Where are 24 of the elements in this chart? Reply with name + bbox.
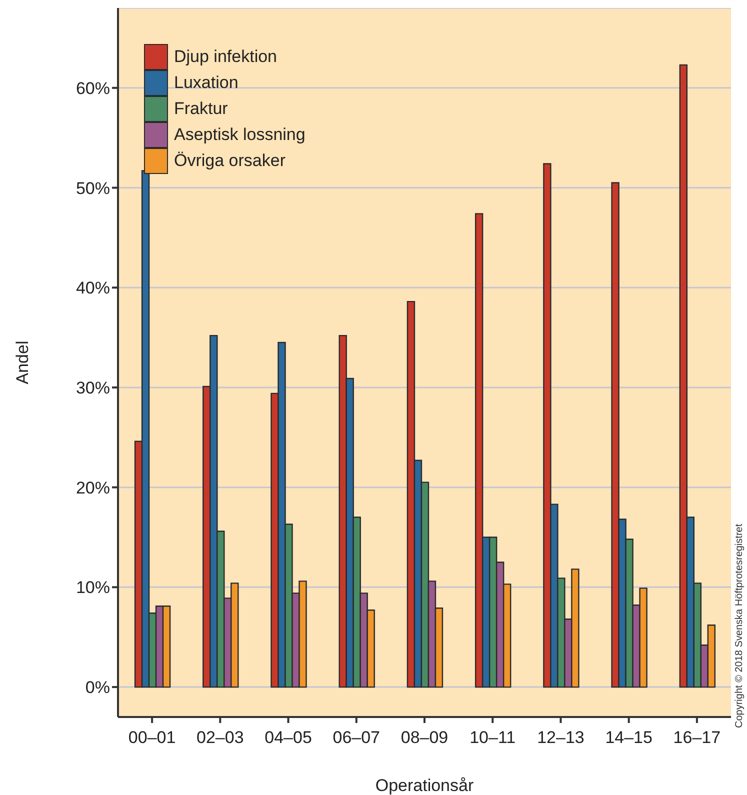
legend-label: Luxation [174, 73, 238, 92]
x-tick-label: 08–09 [400, 728, 448, 748]
y-axis-title: Andel [13, 340, 32, 384]
legend-label: Aseptisk lossning [174, 125, 306, 144]
y-tick-label: 20% [76, 478, 110, 498]
x-axis-title: Operationsår [375, 776, 474, 795]
y-tick-label: 30% [76, 378, 110, 398]
x-tick-label: 04–05 [264, 728, 312, 748]
x-tick-label: 00–01 [128, 728, 176, 748]
x-tick-label: 12–13 [537, 728, 584, 748]
x-tick-label: 10–11 [470, 728, 516, 748]
x-tick-label: 02–03 [196, 728, 244, 748]
y-tick-label: 50% [76, 178, 110, 198]
y-tick-label: 60% [76, 78, 110, 98]
legend-label: Djup infektion [174, 47, 278, 66]
y-tick-label: 10% [76, 578, 110, 598]
y-tick-label: 40% [76, 278, 110, 298]
x-tick-label: 06–07 [332, 728, 380, 748]
legend-label: Fraktur [174, 99, 228, 118]
y-tick-label: 0% [85, 678, 110, 698]
x-tick-label: 14–15 [605, 728, 652, 748]
x-tick-label: 16–17 [673, 728, 721, 748]
text: Copyright © 2018 Svenska Höftprotesregistret [734, 524, 745, 728]
legend-label: Övriga orsaker [174, 151, 286, 170]
